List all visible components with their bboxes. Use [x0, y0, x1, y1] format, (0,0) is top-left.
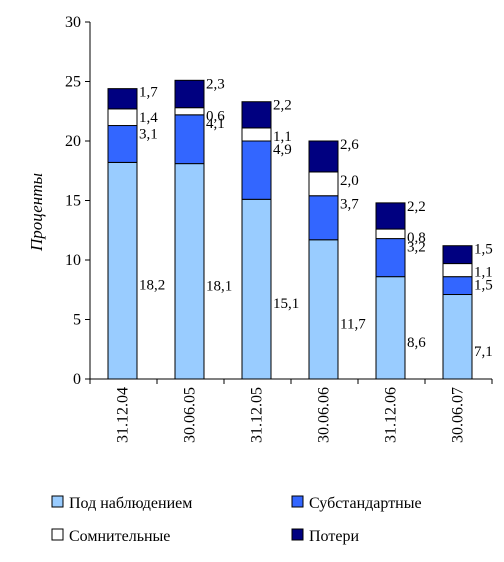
data-label-2-6: 1,5 — [474, 278, 493, 294]
bar-segment-1-2 — [174, 163, 205, 380]
bar-segment-2-6 — [442, 276, 473, 296]
y-axis-label: Проценты — [27, 173, 46, 252]
legend-label-3: Сомнительные — [69, 528, 170, 545]
bar-segment-4-4 — [308, 140, 339, 173]
axes-layer: 0 5 10 15 20 25 30 31.12.04 30.06.05 31.12.05 30.0… — [65, 14, 493, 443]
bar-segment-2-2 — [174, 114, 205, 165]
data-label-4-6: 1,5 — [474, 242, 493, 258]
data-label-1-6: 7,1 — [474, 344, 493, 360]
y-tick-label-1: 5 — [73, 312, 81, 329]
bar-segment-4-6 — [442, 245, 473, 265]
data-label-4-5: 2,2 — [407, 199, 426, 215]
x-tick-label-3: 31.12.05 — [249, 387, 266, 443]
bar-segment-4-2 — [174, 79, 205, 109]
legend-label-4: Потери — [309, 528, 359, 545]
legend-label-2: Субстандартные — [309, 495, 422, 512]
legend-label-1: Под наблюдением — [69, 495, 192, 512]
bar-segment-2-1 — [107, 125, 138, 163]
bar-segment-2-5 — [375, 238, 406, 278]
data-label-1-1: 18,2 — [139, 278, 165, 294]
y-tick-label-2: 10 — [65, 252, 81, 269]
data-label-2-5: 3,2 — [407, 240, 426, 256]
legend-swatch-1 — [51, 495, 64, 508]
data-label-4-3: 2,2 — [273, 98, 292, 114]
data-label-1-4: 11,7 — [340, 316, 366, 332]
data-label-2-4: 3,7 — [340, 197, 359, 213]
bar-segment-1-6 — [442, 294, 473, 380]
y-tick-label-6: 30 — [65, 14, 81, 31]
data-label-3-5: 0,8 — [407, 230, 426, 246]
x-tick-label-1: 31.12.04 — [115, 387, 132, 443]
data-label-3-1: 1,4 — [139, 110, 158, 126]
data-label-3-3: 1,1 — [273, 129, 292, 145]
y-tick-label-3: 15 — [65, 193, 81, 210]
bar-segment-4-1 — [107, 88, 138, 110]
legend-swatch-2 — [291, 495, 304, 508]
x-tick-label-5: 31.12.06 — [383, 387, 400, 443]
data-label-4-4: 2,6 — [340, 137, 359, 153]
bar-segment-3-1 — [107, 108, 138, 127]
bar-segment-1-1 — [107, 161, 138, 380]
x-tick-label-4: 30.06.06 — [316, 387, 333, 443]
data-label-1-2: 18,1 — [206, 278, 232, 294]
data-label-1-3: 15,1 — [273, 296, 299, 312]
bar-segment-2-4 — [308, 195, 339, 241]
data-label-3-2: 0,6 — [206, 109, 225, 125]
bar-segment-3-3 — [241, 127, 272, 142]
legend-swatch-3 — [51, 528, 64, 541]
bar-segment-3-6 — [442, 263, 473, 278]
data-label-3-6: 1,1 — [474, 265, 493, 281]
bar-segment-1-3 — [241, 198, 272, 380]
data-label-1-5: 8,6 — [407, 335, 426, 351]
data-label-2-1: 3,1 — [139, 127, 158, 143]
bar-segment-4-5 — [375, 202, 406, 230]
data-label-4-2: 2,3 — [206, 76, 225, 92]
y-tick-label-4: 20 — [65, 133, 81, 150]
bar-segment-1-5 — [375, 276, 406, 380]
data-label-2-2: 4,1 — [206, 116, 225, 132]
bar-segment-2-3 — [241, 140, 272, 200]
data-label-4-1: 1,7 — [139, 85, 158, 101]
data-label-2-3: 4,9 — [273, 142, 292, 158]
legend-swatch-4 — [291, 528, 304, 541]
bar-segment-1-4 — [308, 239, 339, 380]
x-tick-label-2: 30.06.05 — [182, 387, 199, 443]
bar-segment-4-3 — [241, 101, 272, 129]
y-tick-label-0: 0 — [73, 371, 81, 388]
legend: Под наблюдением Субстандартные Сомнительны… — [51, 495, 422, 545]
bars-layer — [107, 79, 473, 380]
data-labels-layer: 18,23,11,41,718,14,10,62,315,14,91,12,21… — [139, 76, 493, 359]
bar-segment-3-4 — [308, 171, 339, 197]
data-label-3-4: 2,0 — [340, 173, 359, 189]
x-tick-label-6: 30.06.07 — [450, 387, 467, 443]
bar-segment-3-2 — [174, 107, 205, 116]
y-tick-label-5: 25 — [65, 74, 81, 91]
bar-segment-3-5 — [375, 228, 406, 240]
